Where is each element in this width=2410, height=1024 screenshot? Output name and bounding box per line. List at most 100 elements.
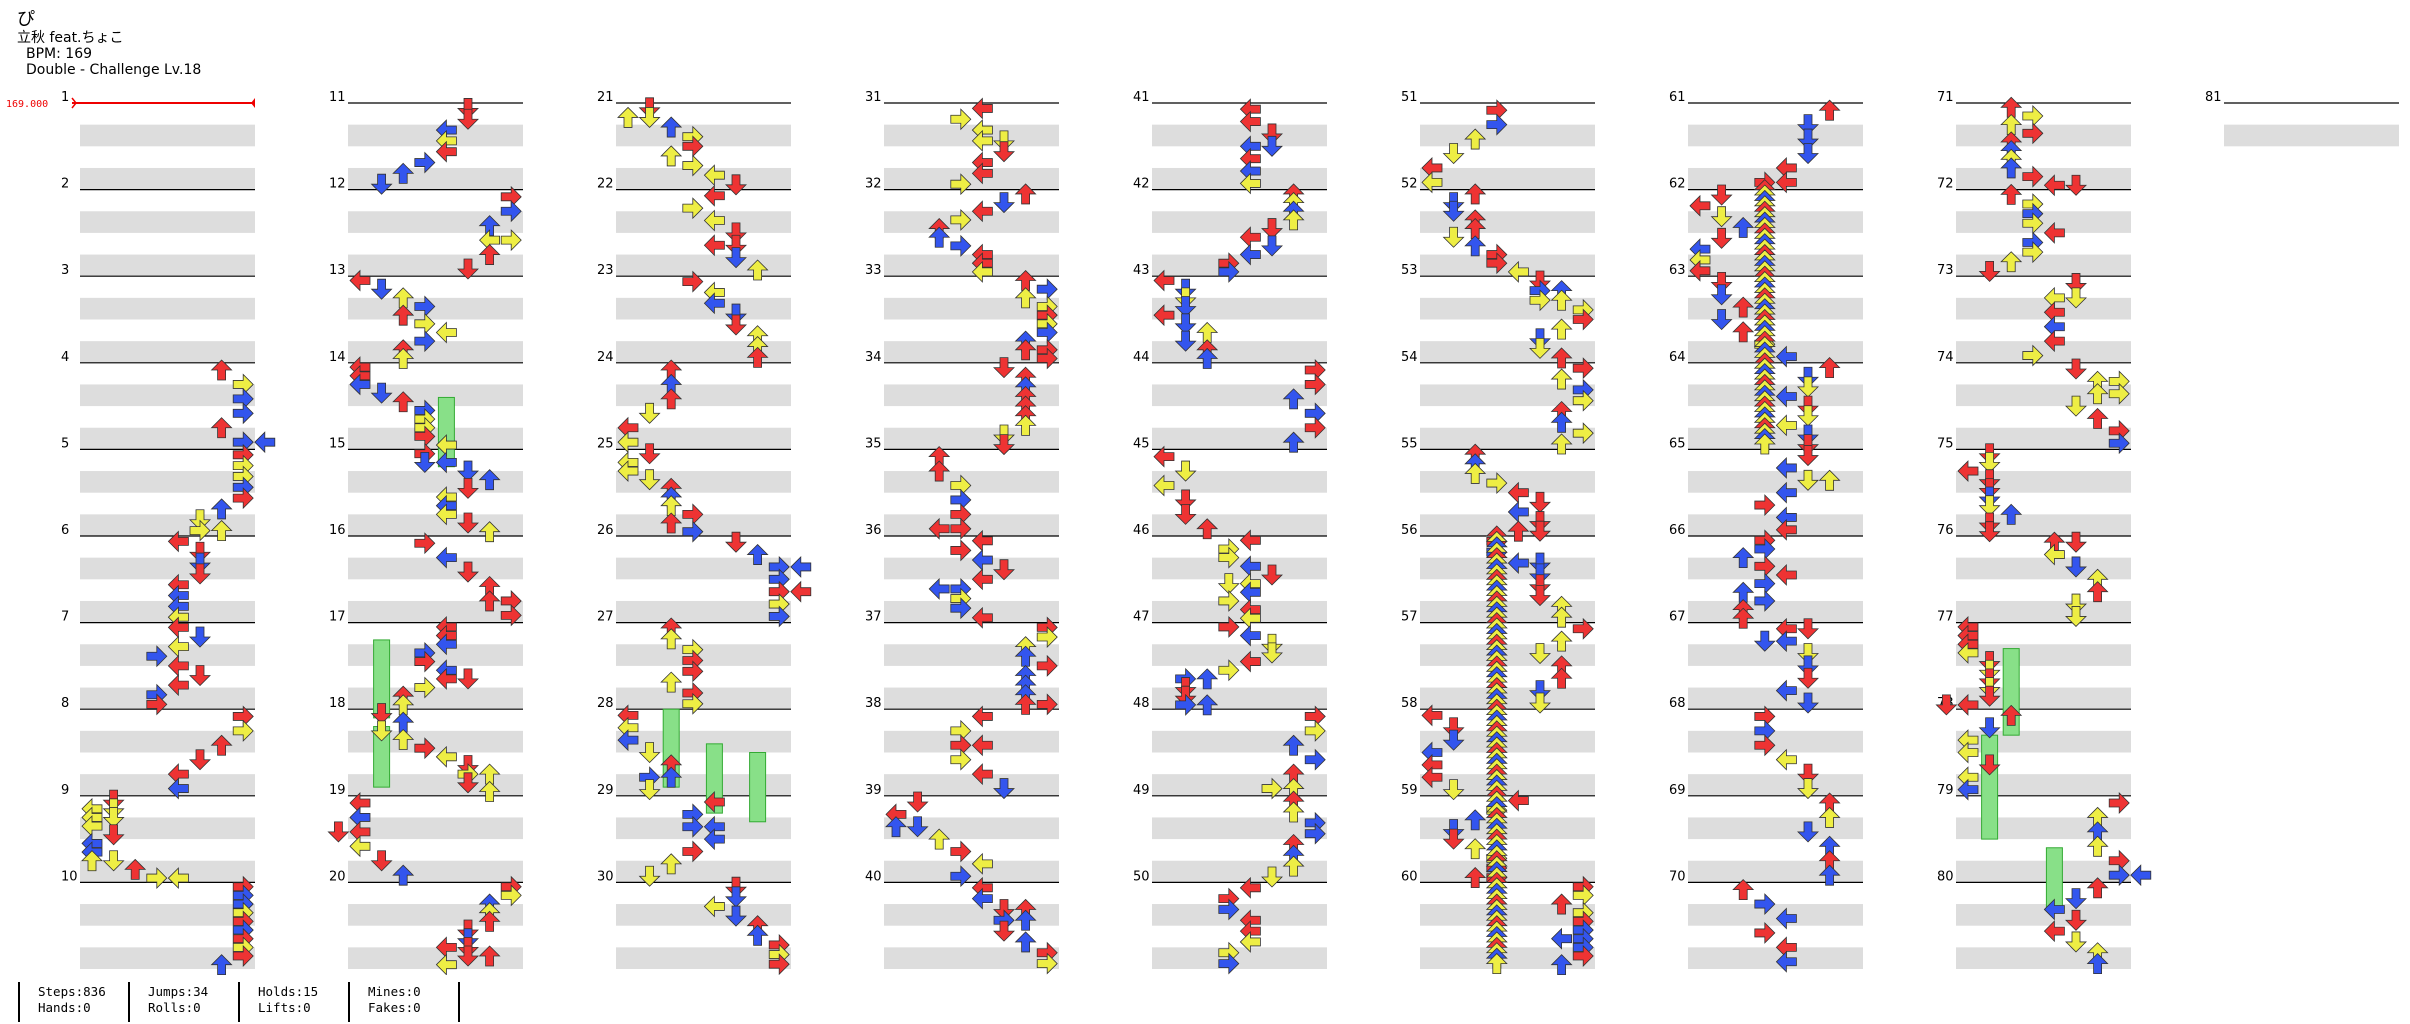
step-arrow xyxy=(1153,474,1175,497)
step-arrow xyxy=(1710,309,1733,331)
step-arrow xyxy=(435,745,457,768)
beat-stripe xyxy=(1420,471,1595,493)
measure-number: 31 xyxy=(865,90,882,105)
step-arrow xyxy=(1775,171,1797,194)
step-arrow xyxy=(617,106,639,128)
step-arrow xyxy=(1507,520,1530,542)
step-arrow xyxy=(1239,172,1261,195)
measure-number: 2 xyxy=(61,177,69,192)
beat-stripe xyxy=(1152,297,1327,320)
step-arrow xyxy=(1732,296,1755,318)
step-arrow xyxy=(2000,183,2023,205)
step-arrow xyxy=(1732,321,1755,343)
beat-stripe xyxy=(1688,817,1863,840)
beat-stripe xyxy=(1688,254,1863,277)
step-arrow xyxy=(1550,433,1573,455)
step-arrow xyxy=(435,503,457,526)
measure-number: 51 xyxy=(1401,90,1418,105)
step-arrow xyxy=(1797,692,1819,714)
step-arrow xyxy=(1732,879,1755,901)
step-arrow xyxy=(2065,909,2087,931)
step-arrow xyxy=(1239,110,1261,133)
step-arrow xyxy=(1261,123,1283,145)
measure-number: 74 xyxy=(1937,350,1954,365)
beat-stripe xyxy=(80,297,255,320)
beat-stripe xyxy=(348,817,523,840)
measure-number: 26 xyxy=(597,523,614,538)
beat-stripe xyxy=(884,557,1059,580)
beat-stripe xyxy=(1956,297,2131,320)
beat-stripe xyxy=(1152,687,1327,710)
measure-number: 53 xyxy=(1401,263,1418,278)
step-arrow xyxy=(1818,806,1841,828)
step-arrow xyxy=(993,434,1015,456)
step-arrow xyxy=(2086,581,2109,603)
step-arrow xyxy=(1797,643,1819,665)
step-arrow xyxy=(1797,405,1819,427)
step-arrow xyxy=(1014,693,1037,715)
step-arrow xyxy=(457,98,479,119)
measure-number: 19 xyxy=(329,783,346,798)
beat-stripe xyxy=(80,947,255,969)
step-arrow xyxy=(1261,218,1283,240)
step-arrow xyxy=(950,234,972,257)
beat-stripe xyxy=(80,730,255,753)
beat-stripe xyxy=(616,774,791,796)
step-arrow xyxy=(682,197,704,220)
beat-stripe xyxy=(348,254,523,277)
beat-stripe xyxy=(1956,514,2131,536)
step-arrow xyxy=(950,597,972,620)
step-arrow xyxy=(392,347,415,369)
step-arrow xyxy=(928,517,950,540)
beat-stripe xyxy=(1420,687,1595,710)
beat-stripe xyxy=(1152,167,1327,190)
jumps-count: Jumps:34 xyxy=(148,984,209,999)
beat-stripe xyxy=(80,471,255,493)
step-arrow xyxy=(102,850,125,872)
step-arrow xyxy=(746,346,769,368)
step-arrow xyxy=(146,693,168,716)
beat-stripe xyxy=(348,297,523,320)
beat-stripe xyxy=(616,297,791,320)
beat-stripe xyxy=(1420,384,1595,407)
step-arrow xyxy=(725,174,747,196)
measure-number: 47 xyxy=(1133,610,1150,625)
step-arrow xyxy=(1486,252,1508,275)
measure-number: 5 xyxy=(61,436,69,451)
step-arrow xyxy=(1957,778,1979,801)
step-arrow xyxy=(457,258,479,280)
measure-number: 29 xyxy=(597,783,614,798)
step-arrow xyxy=(414,737,436,760)
step-arrow xyxy=(1239,876,1261,899)
beat-stripe xyxy=(1688,600,1863,623)
beat-stripe xyxy=(348,904,523,926)
step-arrow xyxy=(1282,431,1305,453)
beat-stripe xyxy=(884,514,1059,536)
measure-number: 54 xyxy=(1401,350,1418,365)
step-arrow xyxy=(349,373,371,396)
step-arrow xyxy=(638,469,661,491)
step-arrow xyxy=(1797,143,1819,165)
step-arrow xyxy=(210,734,233,756)
step-arrow xyxy=(1421,766,1443,789)
beat-stripe xyxy=(1956,211,2131,233)
step-arrow xyxy=(638,865,661,887)
beat-stripe xyxy=(884,124,1059,147)
beat-stripe xyxy=(616,644,791,666)
song-artist: 立秋 feat.ちょこ xyxy=(17,30,124,46)
beat-stripe xyxy=(884,211,1059,233)
step-arrow xyxy=(327,821,350,843)
step-arrow xyxy=(906,791,929,813)
step-arrow xyxy=(478,521,501,543)
step-arrow xyxy=(971,97,993,120)
step-arrow xyxy=(1014,339,1037,361)
step-arrow xyxy=(638,402,661,424)
beat-stripe xyxy=(1152,904,1327,926)
measure-number: 3 xyxy=(61,263,69,278)
bpm-tick xyxy=(71,97,77,109)
step-arrow xyxy=(746,924,769,946)
mines-count: Mines:0 xyxy=(368,984,421,999)
beat-stripe xyxy=(1420,341,1595,363)
step-arrow xyxy=(349,835,371,858)
beat-stripe xyxy=(1956,687,2131,710)
